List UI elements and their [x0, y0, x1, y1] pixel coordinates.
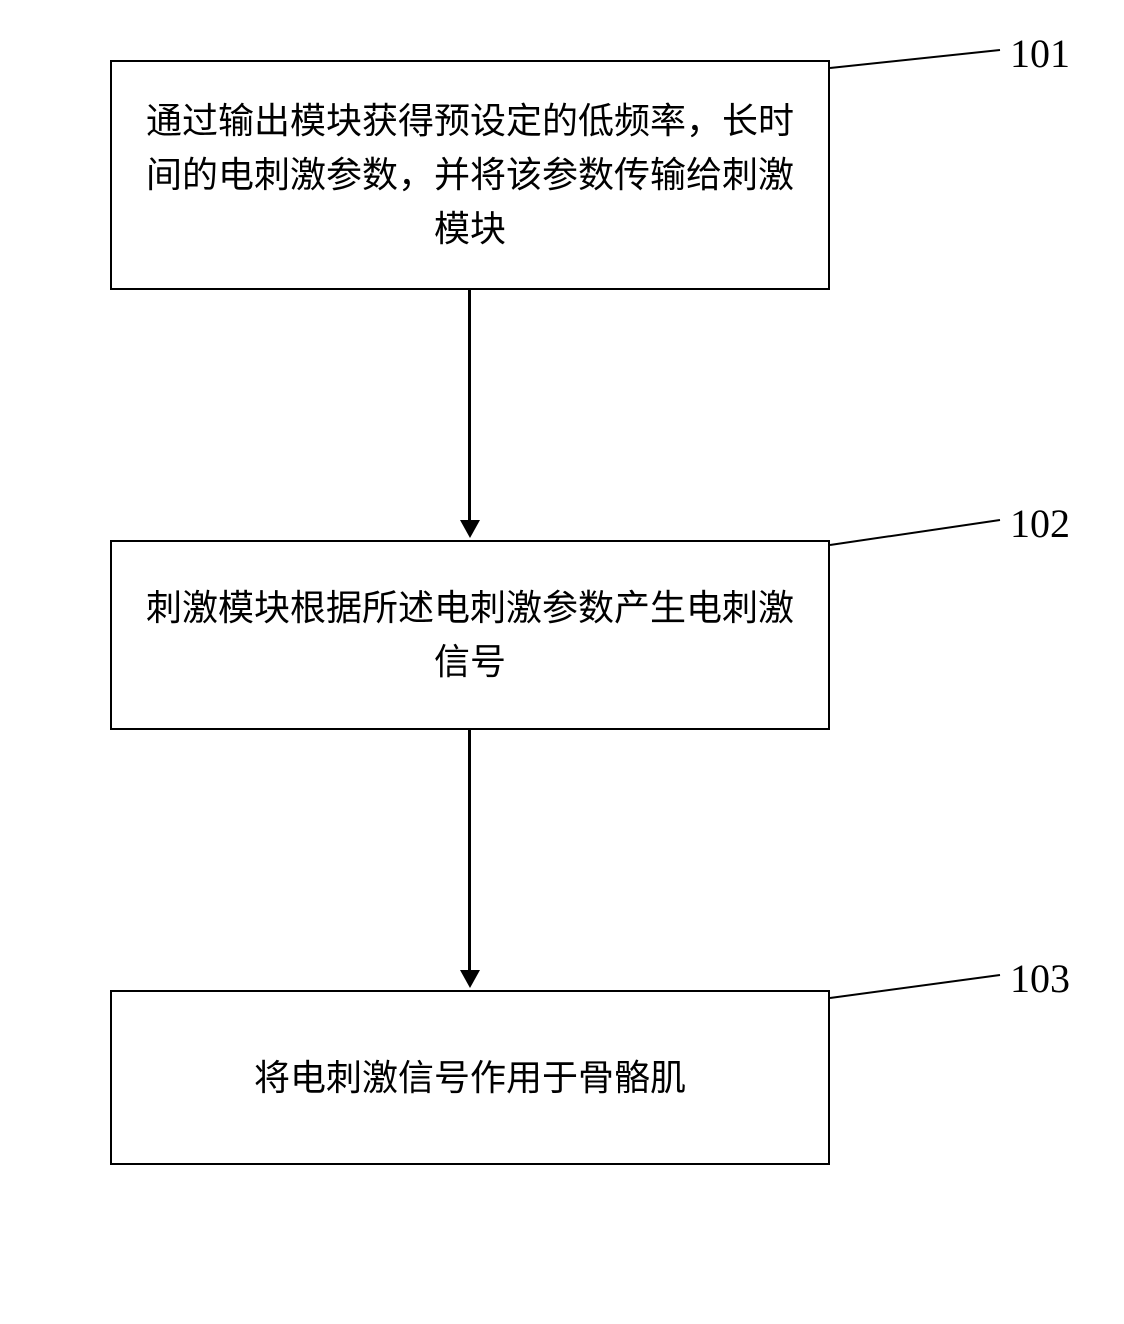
- flow-node-102-text: 刺激模块根据所述电刺激参数产生电刺激信号: [132, 581, 808, 689]
- flow-node-101-text: 通过输出模块获得预设定的低频率，长时间的电刺激参数，并将该参数传输给刺激模块: [132, 94, 808, 256]
- flow-node-103: 将电刺激信号作用于骨骼肌: [110, 990, 830, 1165]
- flow-label-101: 101: [1010, 30, 1070, 77]
- flow-node-103-text: 将电刺激信号作用于骨骼肌: [254, 1051, 686, 1105]
- flow-node-102: 刺激模块根据所述电刺激参数产生电刺激信号: [110, 540, 830, 730]
- flow-label-102: 102: [1010, 500, 1070, 547]
- flow-label-103: 103: [1010, 955, 1070, 1002]
- flow-arrowhead-2-3: [460, 970, 480, 988]
- flowchart-container: 通过输出模块获得预设定的低频率，长时间的电刺激参数，并将该参数传输给刺激模块 1…: [0, 0, 1124, 1324]
- flow-node-101: 通过输出模块获得预设定的低频率，长时间的电刺激参数，并将该参数传输给刺激模块: [110, 60, 830, 290]
- flow-arrow-2-3: [468, 730, 471, 972]
- flow-arrowhead-1-2: [460, 520, 480, 538]
- flow-arrow-1-2: [468, 290, 471, 522]
